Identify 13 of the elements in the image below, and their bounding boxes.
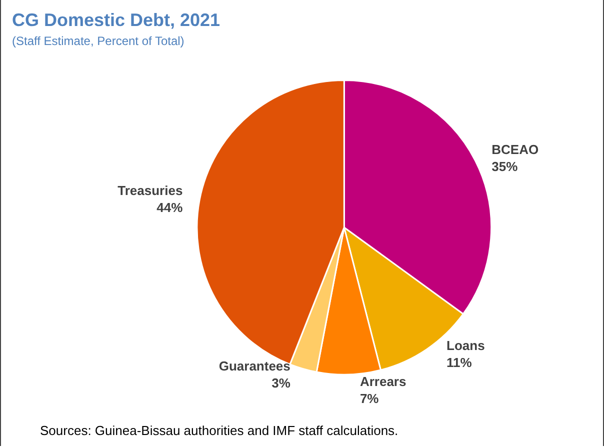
slice-label: Arrears	[360, 374, 406, 390]
data-label: 35%	[492, 158, 518, 174]
slice-label: Treasuries	[118, 182, 183, 198]
slice-label: Loans	[446, 338, 485, 354]
data-label: 11%	[446, 355, 472, 370]
chart-title: CG Domestic Debt, 2021	[12, 10, 220, 30]
slice-label: Guarantees	[218, 358, 290, 374]
data-label: 3%	[272, 376, 291, 391]
data-label: 7%	[360, 391, 380, 406]
data-label: 44%	[156, 200, 184, 215]
source-note: Sources: Guinea-Bissau authorities and IMF staff calculations.	[40, 423, 398, 438]
slice-label: BCEAO	[492, 142, 539, 157]
chart-subtitle: (Staff Estimate, Percent of Total)	[12, 34, 184, 48]
